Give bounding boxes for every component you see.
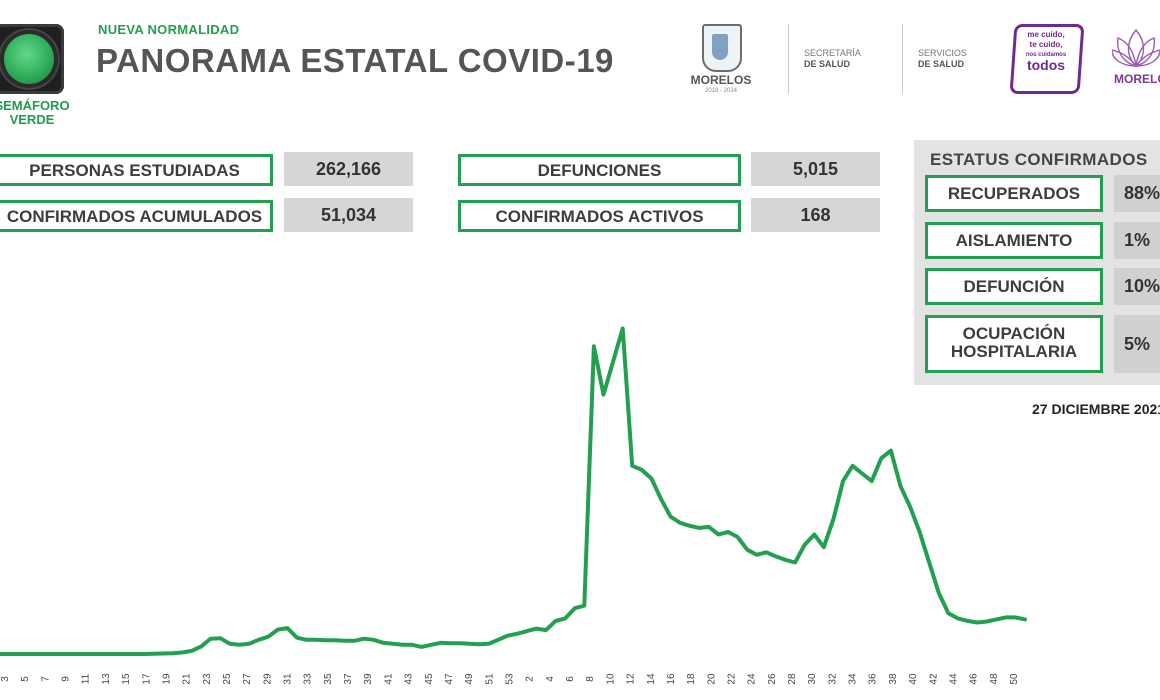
- status-aislamiento-label: AISLAMIENTO: [925, 222, 1103, 259]
- status-aislamiento-value: 1%: [1114, 222, 1160, 259]
- x-tick-label: 2: [525, 676, 536, 682]
- x-tick-label: 27: [242, 673, 253, 685]
- kpi-defunciones-label: DEFUNCIONES: [458, 154, 741, 186]
- x-tick-label: 45: [424, 673, 435, 685]
- x-tick-label: 14: [646, 673, 657, 685]
- x-tick-label: 33: [303, 673, 314, 685]
- kpi-confirmados-acumulados-label: CONFIRMADOS ACUMULADOS: [0, 200, 273, 232]
- x-tick-label: 24: [747, 673, 758, 685]
- series-line: [0, 326, 1027, 656]
- logo-divider: [788, 24, 789, 94]
- traffic-light-icon: [4, 34, 54, 84]
- x-tick-label: 40: [908, 673, 919, 685]
- x-tick-label: 29: [262, 673, 273, 685]
- x-tick-label: 34: [848, 673, 859, 685]
- kpi-personas-estudiadas-label: PERSONAS ESTUDIADAS: [0, 154, 273, 186]
- x-tick-label: 46: [969, 673, 980, 685]
- x-tick-label: 17: [141, 673, 152, 685]
- status-defuncion-value: 10%: [1114, 268, 1160, 305]
- x-tick-label: 30: [807, 673, 818, 685]
- covid-cases-line-chart: 3 5 7 9 11 13 15 17 19 21 23 25 27 29 31 33 35 37 39 41 43 45…: [0, 326, 1027, 685]
- x-tick-label: 18: [686, 673, 697, 685]
- cuido-line1: me cuido,: [1027, 30, 1065, 39]
- servicios-line2: DE SALUD: [918, 59, 965, 69]
- x-tick-label: 35: [323, 673, 334, 685]
- x-tick-label: 31: [283, 673, 294, 685]
- x-tick-label: 10: [605, 673, 616, 685]
- kpi-personas-estudiadas-value: 262,166: [284, 152, 413, 186]
- state-logo-name: MORELOS: [690, 73, 752, 87]
- x-tick-label: 37: [343, 673, 354, 685]
- status-recuperados-label: RECUPERADOS: [925, 175, 1103, 212]
- x-tick-label: 25: [222, 673, 233, 685]
- x-tick-label: 19: [161, 673, 172, 685]
- x-tick-label: 20: [706, 673, 717, 685]
- page-title: PANORAMA ESTATAL COVID-19: [96, 42, 614, 79]
- x-tick-label: 16: [666, 673, 677, 685]
- report-date: 27 DICIEMBRE 2021: [1032, 401, 1160, 417]
- x-tick-label: 11: [81, 673, 92, 684]
- semaforo-label: SEMÁFORO VERDE: [0, 99, 70, 127]
- x-tick-label: 26: [767, 673, 778, 685]
- x-tick-label: 23: [202, 673, 213, 685]
- state-shield-inner: [712, 34, 728, 60]
- x-tick-label: 12: [626, 673, 637, 685]
- x-tick-label: 6: [565, 676, 576, 682]
- x-tick-label: 41: [383, 673, 394, 685]
- kpi-confirmados-activos-label: CONFIRMADOS ACTIVOS: [458, 200, 741, 232]
- x-tick-label: 13: [101, 673, 112, 685]
- status-recuperados-value: 88%: [1114, 175, 1160, 212]
- x-tick-label: 42: [928, 673, 939, 685]
- state-logo-years: 2018 - 2024: [704, 88, 738, 94]
- subtitle: NUEVA NORMALIDAD: [98, 22, 240, 37]
- cuido-line2: te cuido,: [1029, 40, 1063, 49]
- secretaria-line1: SECRETARÍA: [804, 48, 861, 58]
- status-title: ESTATUS CONFIRMADOS: [930, 150, 1148, 169]
- cuido-line3: nos cuidamos: [1025, 52, 1067, 58]
- kpi-defunciones-value: 5,015: [751, 152, 880, 186]
- x-tick-label: 15: [121, 673, 132, 685]
- x-tick-label: 38: [888, 673, 899, 685]
- x-tick-label: 51: [484, 673, 495, 685]
- kpi-confirmados-acumulados-value: 51,034: [284, 198, 413, 232]
- semaforo-label-text: SEMÁFORO VERDE: [0, 98, 70, 127]
- secretaria-logo: SECRETARÍA DE SALUD: [804, 48, 861, 70]
- x-tick-label: 49: [464, 673, 475, 685]
- x-tick-label: 22: [726, 673, 737, 685]
- brand-logo-name: MORELOS: [1114, 72, 1160, 86]
- x-tick-label: 3: [0, 676, 11, 682]
- x-tick-label: 9: [61, 676, 72, 682]
- status-ocupacion-value: 5%: [1114, 315, 1160, 373]
- x-tick-label: 43: [404, 673, 415, 685]
- cuido-line4: todos: [1026, 57, 1066, 73]
- status-ocupacion-label: OCUPACIÓN HOSPITALARIA: [925, 315, 1103, 373]
- x-tick-label: 36: [868, 673, 879, 685]
- secretaria-line2: DE SALUD: [804, 59, 851, 69]
- x-tick-label: 4: [545, 676, 556, 682]
- lotus-flower-icon: [1112, 28, 1160, 67]
- cuido-logo: me cuido, te cuido, nos cuidamos todos: [1016, 30, 1076, 73]
- x-tick-label: 7: [40, 676, 51, 682]
- x-tick-label: 8: [585, 676, 596, 682]
- kpi-confirmados-activos-value: 168: [751, 198, 880, 232]
- x-tick-label: 21: [182, 673, 193, 685]
- x-tick-label: 32: [827, 673, 838, 685]
- x-tick-label: 44: [948, 673, 959, 685]
- x-tick-label: 48: [989, 673, 1000, 685]
- x-tick-label: 50: [1009, 673, 1020, 685]
- x-tick-label: 53: [505, 673, 516, 685]
- x-tick-label: 28: [787, 673, 798, 685]
- logo-divider: [902, 24, 903, 94]
- x-axis-ticks: 3 5 7 9 11 13 15 17 19 21 23 25 27 29 31 33 35 37 39 41 43 45…: [0, 673, 1020, 685]
- status-ocupacion-line2: HOSPITALARIA: [950, 342, 1078, 361]
- x-tick-label: 5: [20, 676, 31, 682]
- x-tick-label: 39: [363, 673, 374, 685]
- servicios-line1: SERVICIOS: [918, 48, 967, 58]
- servicios-logo: SERVICIOS DE SALUD: [918, 48, 967, 70]
- x-tick-label: 47: [444, 673, 455, 685]
- status-ocupacion-line1: OCUPACIÓN: [962, 324, 1066, 343]
- status-defuncion-label: DEFUNCIÓN: [925, 268, 1103, 305]
